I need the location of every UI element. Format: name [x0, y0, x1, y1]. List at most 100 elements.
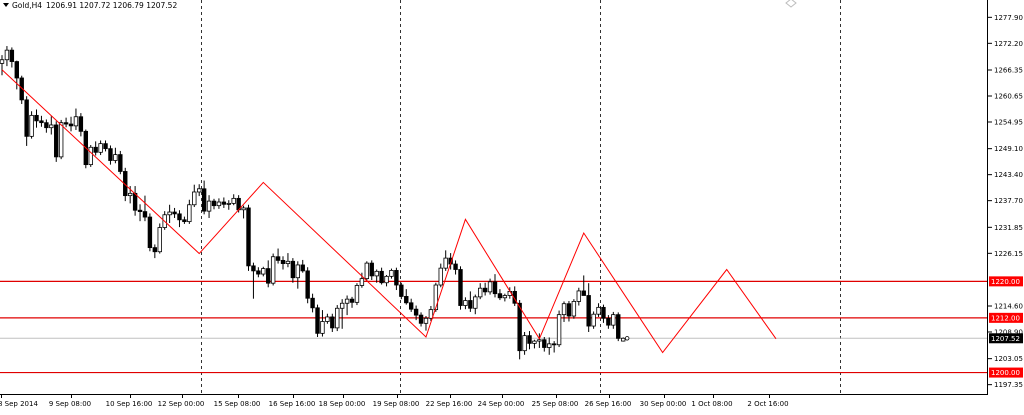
price-tick-label: 1277.90 — [994, 14, 1023, 22]
candle-body-bull — [354, 285, 360, 303]
candle-body-bull — [389, 270, 394, 277]
price-tick-label: 1231.85 — [994, 224, 1023, 232]
candle — [44, 119, 49, 133]
candle-body-bull — [73, 116, 79, 127]
candle-body-bear — [418, 314, 424, 324]
candle-body-bull — [98, 143, 103, 153]
candle-body-bull — [423, 317, 429, 324]
candle-body-bear — [458, 269, 463, 306]
candle — [566, 300, 572, 322]
candle — [54, 121, 59, 162]
candle-body-bear — [408, 302, 414, 310]
candle-body-bear — [34, 114, 39, 122]
current-price-label: 1207.52 — [991, 335, 1020, 343]
candle — [591, 311, 596, 329]
candle — [369, 260, 374, 280]
candle — [408, 298, 414, 312]
candle-body-bull — [88, 146, 93, 166]
candle — [285, 253, 291, 268]
time-tick-label: 9 Sep 08:00 — [49, 400, 91, 408]
candle-body-bear — [413, 308, 419, 316]
candle-body-bull — [571, 301, 577, 317]
candle — [418, 312, 424, 327]
candle — [384, 274, 389, 287]
candle-body-bear — [152, 247, 158, 253]
candle-body-bear — [616, 314, 621, 339]
candle — [620, 337, 626, 342]
candle — [315, 304, 320, 337]
candle-body-bear — [310, 297, 315, 309]
candle — [616, 312, 621, 342]
candle-body-bear — [177, 213, 182, 221]
candle-body-bull — [532, 340, 537, 344]
candle-body-bull — [295, 264, 300, 279]
candle — [226, 200, 231, 210]
time-tick-label: 12 Sep 00:00 — [158, 400, 205, 408]
candle — [192, 184, 197, 208]
candle-body-bear — [527, 335, 532, 344]
candle-body-bear — [78, 116, 84, 132]
candle — [63, 117, 69, 128]
candle — [404, 289, 409, 305]
price-tick-label: 1214.60 — [994, 302, 1023, 310]
candle-body-bear — [251, 265, 256, 272]
symbol-label: Gold,H4 — [12, 1, 42, 10]
candle — [300, 259, 305, 273]
candle-body-bear — [551, 343, 557, 346]
price-tick-label: 1197.35 — [994, 381, 1023, 389]
time-tick-label: 26 Sep 16:00 — [585, 400, 632, 408]
candle — [216, 198, 222, 209]
candle-body-bull — [206, 200, 212, 212]
candle-body-bear — [14, 61, 19, 79]
candle — [522, 331, 527, 355]
candle-body-bull — [473, 296, 478, 309]
time-axis[interactable]: 8 Sep 2014 9 Sep 08:00 10 Sep 16:00 12 Sep … — [0, 394, 789, 408]
candle-body-bear — [172, 211, 177, 215]
candle — [473, 294, 478, 315]
candle — [310, 293, 315, 313]
price-axis[interactable]: 1277.90 1272.20 1266.35 1260.65 1254.95 1249.… — [988, 14, 1023, 389]
candle — [497, 289, 503, 301]
candle — [423, 316, 429, 331]
candle — [211, 198, 217, 210]
time-tick-label: 24 Sep 00:00 — [478, 400, 525, 408]
symbol-dropdown-icon[interactable] — [3, 3, 9, 7]
candle — [157, 223, 162, 254]
current-price-label-bg — [989, 333, 1023, 344]
candle — [482, 282, 488, 296]
candle-body-bear — [256, 270, 261, 275]
candle-body-bull — [0, 59, 5, 64]
candle-body-bull — [285, 260, 291, 264]
candle-body-bear — [275, 256, 281, 261]
candle-body-bear — [246, 207, 251, 267]
candle — [330, 313, 335, 332]
candle-body-bear — [517, 302, 522, 352]
candle-body-bear — [542, 339, 547, 348]
candle — [187, 199, 192, 224]
candle-body-bull — [157, 227, 162, 253]
time-tick-label: 19 Sep 08:00 — [373, 400, 420, 408]
candle — [68, 116, 74, 132]
time-tick-label: 1 Oct 08:00 — [691, 400, 732, 408]
candle — [325, 313, 330, 324]
candle — [438, 263, 443, 288]
candle — [167, 204, 172, 223]
zigzag-line — [1, 69, 777, 354]
candle-body-bull — [231, 197, 236, 204]
last-price-marker — [624, 336, 630, 341]
candle-body-bear — [379, 270, 384, 284]
candle-body-bear — [349, 298, 355, 303]
candle-body-bear — [399, 284, 404, 297]
candle-body-bull — [320, 321, 325, 334]
level-price-label-bg — [989, 276, 1023, 287]
candle-body-bull — [428, 309, 434, 319]
candle — [251, 262, 256, 299]
candle-body-bear — [482, 287, 488, 293]
candle — [88, 145, 93, 167]
candle-body-bear — [305, 270, 310, 299]
price-tick-label: 1237.70 — [994, 197, 1023, 205]
time-tick-label: 10 Sep 16:00 — [106, 400, 153, 408]
candle-body-bear — [453, 263, 458, 270]
time-tick-label: 25 Sep 08:00 — [532, 400, 579, 408]
